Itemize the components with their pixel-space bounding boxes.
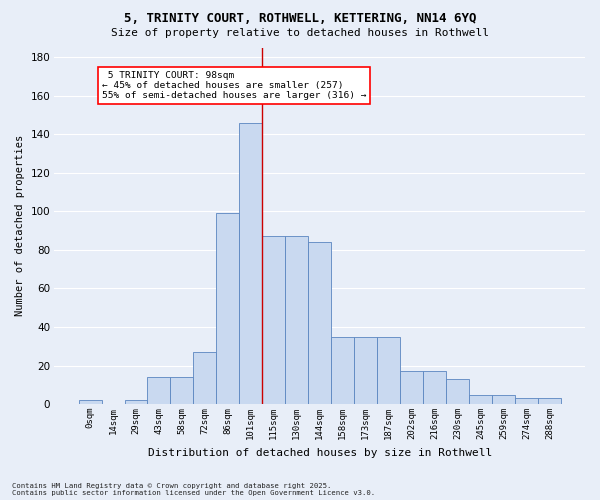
Bar — [239, 122, 262, 404]
Bar — [148, 377, 170, 404]
Bar — [492, 394, 515, 404]
Bar — [308, 242, 331, 404]
Bar — [217, 214, 239, 404]
Bar — [400, 372, 423, 404]
Bar — [125, 400, 148, 404]
Bar — [446, 379, 469, 404]
X-axis label: Distribution of detached houses by size in Rothwell: Distribution of detached houses by size … — [148, 448, 492, 458]
Bar — [377, 336, 400, 404]
Bar — [515, 398, 538, 404]
Bar — [423, 372, 446, 404]
Y-axis label: Number of detached properties: Number of detached properties — [15, 135, 25, 316]
Bar — [354, 336, 377, 404]
Bar — [285, 236, 308, 404]
Text: 5, TRINITY COURT, ROTHWELL, KETTERING, NN14 6YQ: 5, TRINITY COURT, ROTHWELL, KETTERING, N… — [124, 12, 476, 26]
Bar — [469, 394, 492, 404]
Text: Contains public sector information licensed under the Open Government Licence v3: Contains public sector information licen… — [12, 490, 375, 496]
Bar — [538, 398, 561, 404]
Text: Size of property relative to detached houses in Rothwell: Size of property relative to detached ho… — [111, 28, 489, 38]
Bar — [262, 236, 285, 404]
Bar — [79, 400, 101, 404]
Text: Contains HM Land Registry data © Crown copyright and database right 2025.: Contains HM Land Registry data © Crown c… — [12, 483, 331, 489]
Text: 5 TRINITY COURT: 98sqm 
← 45% of detached houses are smaller (257)
55% of semi-d: 5 TRINITY COURT: 98sqm ← 45% of detached… — [101, 70, 366, 101]
Bar — [170, 377, 193, 404]
Bar — [193, 352, 217, 404]
Bar — [331, 336, 354, 404]
